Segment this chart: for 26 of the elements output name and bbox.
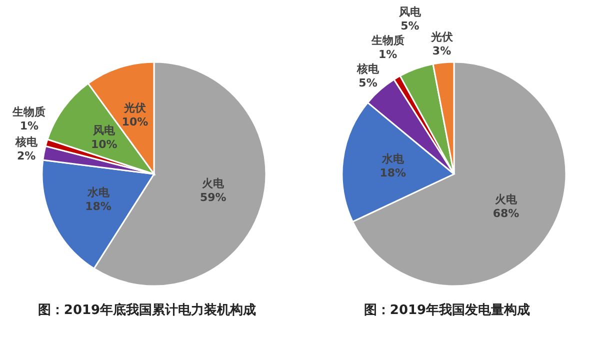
slice-label: 核电 — [14, 136, 38, 149]
slice-label: 火电 — [495, 193, 518, 206]
data-label: 2% — [16, 150, 36, 163]
slice-label: 生物质 — [12, 106, 46, 119]
slice-label: 水电 — [86, 186, 110, 200]
text: 图：2019年底我国累计电力装机构成 — [38, 302, 256, 318]
slice-label: 光伏 — [122, 101, 147, 114]
data-label: 10% — [122, 115, 148, 128]
data-label: 3% — [432, 44, 452, 58]
slice-label: 核电 — [356, 62, 380, 76]
slice-label: 风电 — [398, 6, 422, 19]
data-label: 18% — [380, 166, 406, 180]
slice-label: 光伏 — [430, 30, 454, 44]
slice-label: 水电 — [380, 152, 405, 166]
slice-label: 生物质 — [370, 34, 404, 48]
slice-label: 风电 — [92, 124, 116, 137]
text: 图：2019年我国发电量构成 — [364, 302, 530, 318]
slice-label: 火电 — [202, 177, 226, 190]
data-label: 5% — [400, 20, 420, 33]
data-label: 18% — [85, 200, 112, 214]
data-label: 59% — [200, 191, 226, 204]
data-label: 10% — [90, 138, 118, 151]
data-label: 1% — [20, 120, 39, 133]
data-label: 5% — [358, 76, 378, 90]
data-label: 1% — [378, 48, 398, 62]
data-label: 68% — [492, 207, 520, 220]
